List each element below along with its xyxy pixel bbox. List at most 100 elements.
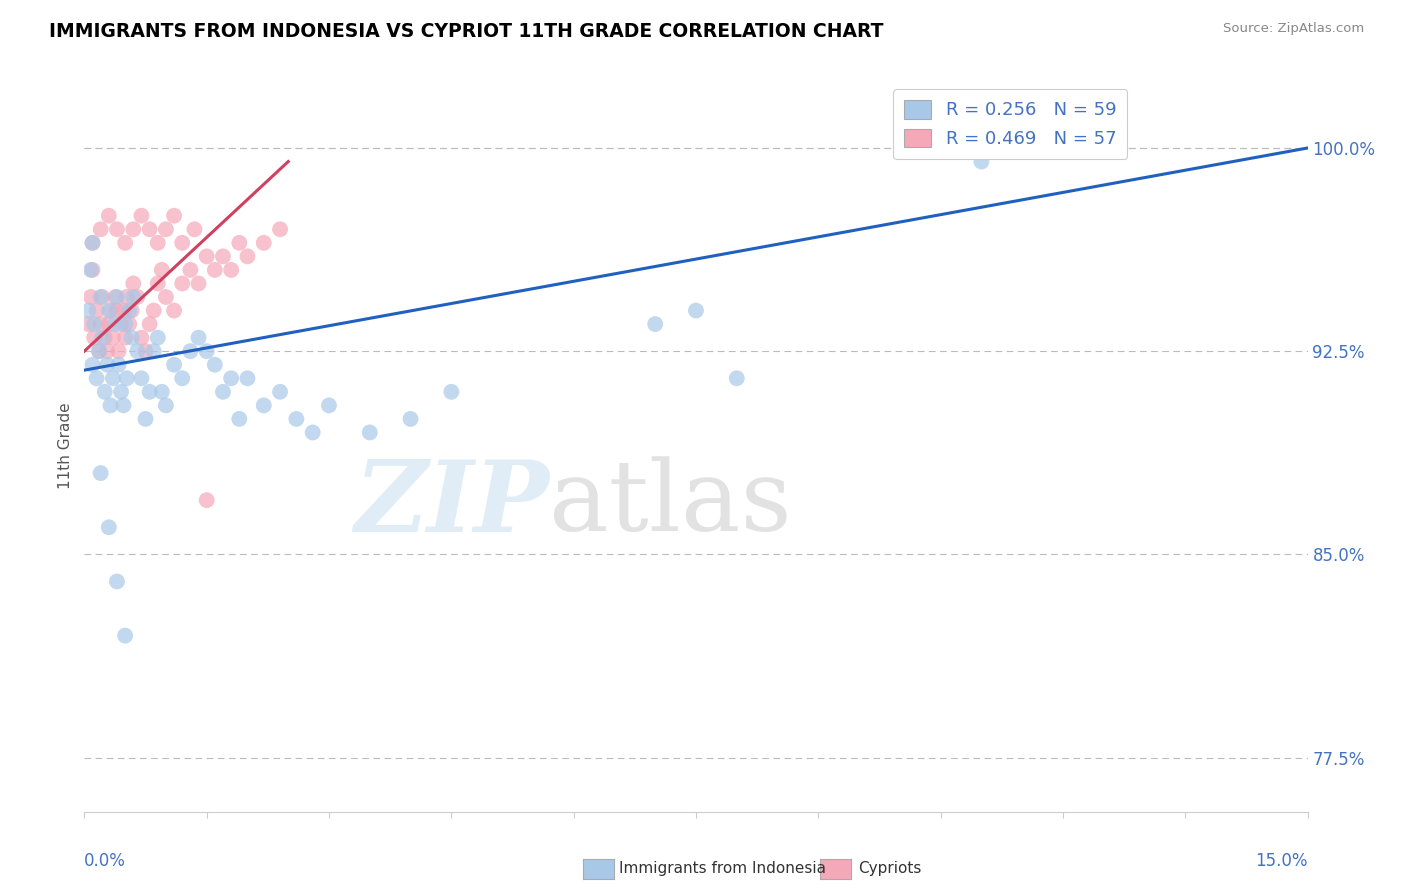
Text: Cypriots: Cypriots [858, 862, 921, 876]
Point [146, 235, 169, 250]
Point [236, 371, 259, 385]
Point [187, 277, 209, 291]
Point [146, 277, 169, 291]
Point [101, 371, 124, 385]
Point [359, 425, 381, 440]
Point [114, 331, 136, 345]
Point [725, 371, 748, 385]
Point [219, 263, 242, 277]
Point [142, 303, 165, 318]
Point [131, 331, 153, 345]
Text: Source: ZipAtlas.com: Source: ZipAtlas.com [1223, 22, 1364, 36]
Point [155, 222, 177, 236]
Point [96, 358, 118, 372]
Text: atlas: atlas [550, 457, 792, 552]
Point [122, 222, 145, 236]
Point [86, 303, 108, 318]
Point [91, 331, 114, 345]
Point [127, 290, 149, 304]
Point [644, 317, 666, 331]
Point [204, 263, 226, 277]
Point [187, 331, 209, 345]
Point [110, 317, 132, 331]
Point [172, 371, 194, 385]
Point [101, 331, 124, 345]
Text: Immigrants from Indonesia: Immigrants from Indonesia [619, 862, 825, 876]
Point [91, 290, 114, 304]
Y-axis label: 11th Grade: 11th Grade [58, 402, 73, 490]
Point [93, 331, 115, 345]
Point [228, 235, 250, 250]
Point [114, 317, 136, 331]
Point [83, 317, 105, 331]
Point [1052, 141, 1074, 155]
Point [105, 222, 128, 236]
Point [195, 344, 218, 359]
Point [97, 209, 120, 223]
Point [110, 384, 132, 399]
Point [97, 520, 120, 534]
Point [135, 412, 157, 426]
Point [104, 290, 127, 304]
Point [80, 290, 103, 304]
Point [138, 317, 160, 331]
Point [82, 358, 104, 372]
Point [83, 331, 105, 345]
Point [269, 222, 291, 236]
Point [269, 384, 291, 399]
Point [318, 398, 340, 412]
Point [104, 317, 127, 331]
Point [253, 398, 276, 412]
Point [90, 290, 112, 304]
Point [163, 303, 186, 318]
Point [90, 466, 112, 480]
Text: IMMIGRANTS FROM INDONESIA VS CYPRIOT 11TH GRADE CORRELATION CHART: IMMIGRANTS FROM INDONESIA VS CYPRIOT 11T… [49, 22, 884, 41]
Point [212, 384, 235, 399]
Point [163, 209, 186, 223]
Point [77, 317, 100, 331]
Point [105, 290, 128, 304]
Point [150, 263, 173, 277]
Point [118, 317, 141, 331]
Point [685, 303, 707, 318]
Point [399, 412, 422, 426]
Point [112, 303, 135, 318]
Point [204, 358, 226, 372]
Point [155, 398, 177, 412]
Point [183, 222, 205, 236]
Point [82, 235, 104, 250]
Point [105, 303, 128, 318]
Point [121, 303, 143, 318]
Point [118, 303, 141, 318]
Text: ZIP: ZIP [354, 457, 550, 553]
Point [146, 331, 169, 345]
Point [155, 290, 177, 304]
Point [138, 384, 160, 399]
Point [96, 344, 118, 359]
Point [100, 398, 122, 412]
Point [179, 263, 201, 277]
Point [440, 384, 463, 399]
Point [195, 493, 218, 508]
Point [93, 384, 115, 399]
Point [107, 358, 129, 372]
Point [301, 425, 323, 440]
Text: 15.0%: 15.0% [1256, 852, 1308, 870]
Point [115, 290, 138, 304]
Point [121, 331, 143, 345]
Point [90, 222, 112, 236]
Point [80, 263, 103, 277]
Point [142, 344, 165, 359]
Point [105, 574, 128, 589]
Legend: R = 0.256   N = 59, R = 0.469   N = 57: R = 0.256 N = 59, R = 0.469 N = 57 [893, 89, 1128, 159]
Point [228, 412, 250, 426]
Point [253, 235, 276, 250]
Point [138, 222, 160, 236]
Point [114, 235, 136, 250]
Point [163, 358, 186, 372]
Point [107, 344, 129, 359]
Point [87, 344, 110, 359]
Text: 0.0%: 0.0% [84, 852, 127, 870]
Point [115, 371, 138, 385]
Point [172, 277, 194, 291]
